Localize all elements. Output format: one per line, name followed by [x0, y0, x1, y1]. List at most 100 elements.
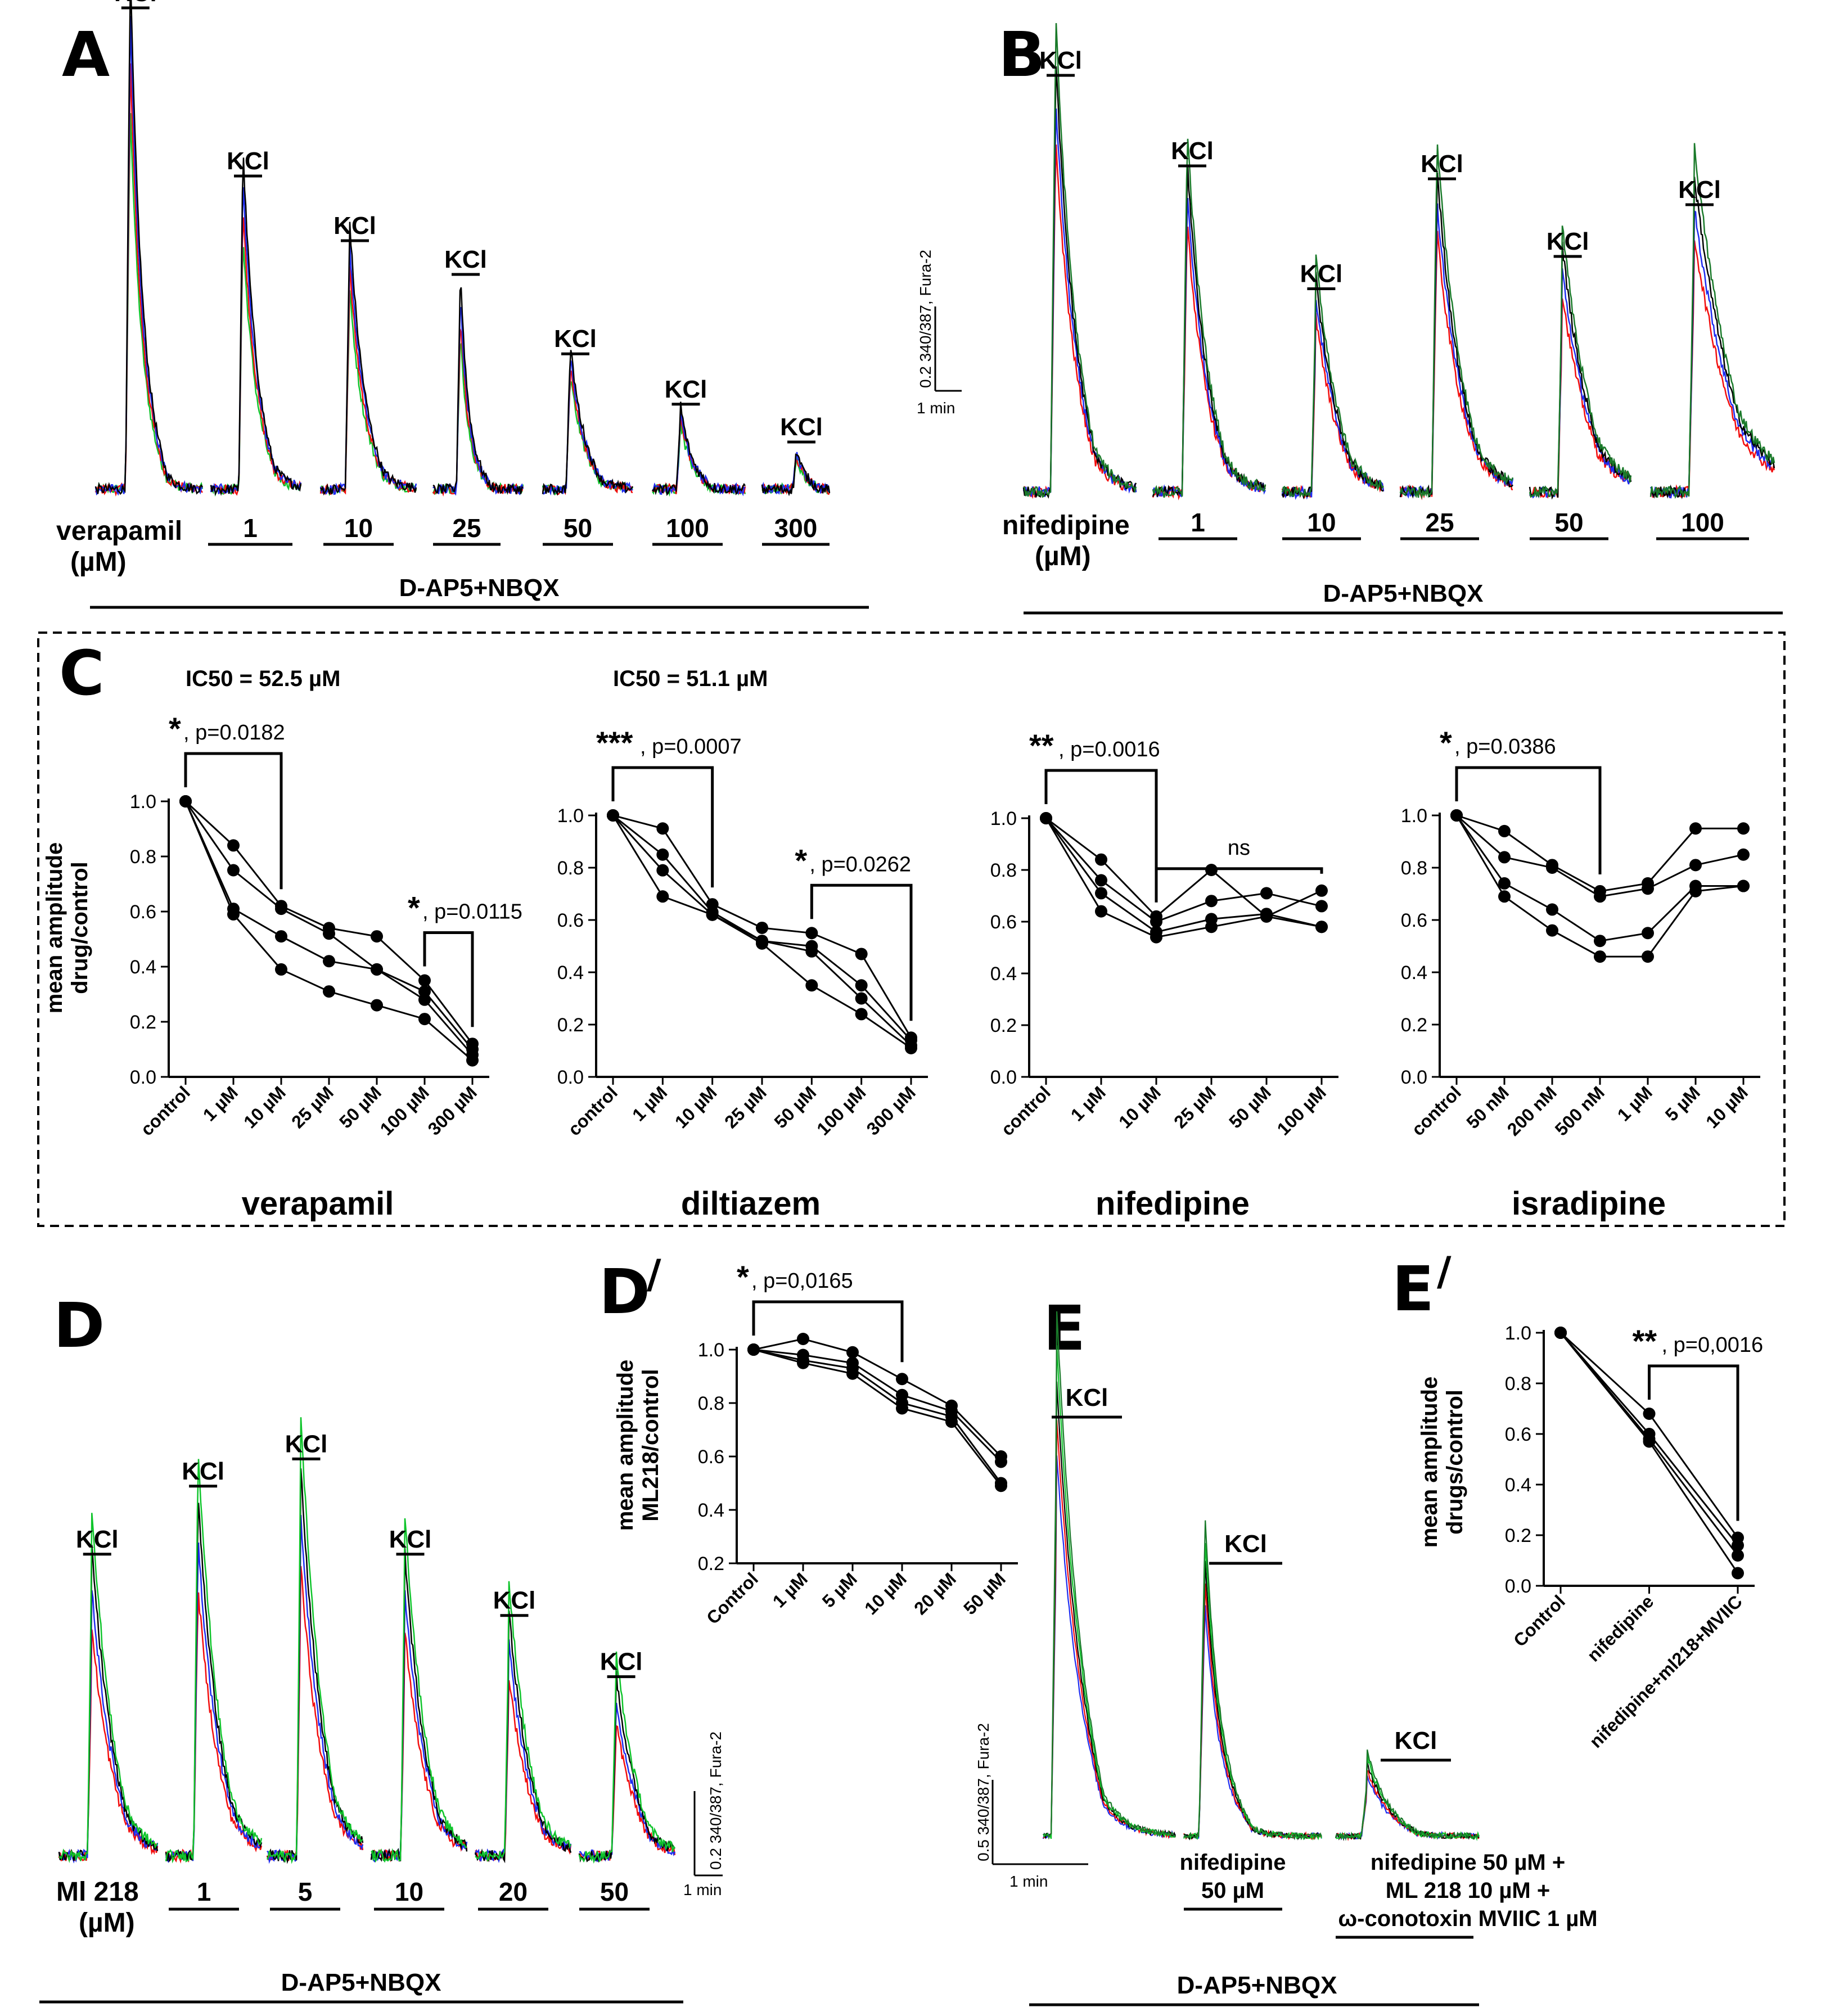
- panel-d-scale-y-label: 0.2 340/387, Fura-2: [707, 1731, 724, 1870]
- panel-a-drug-label: verapamil: [56, 516, 182, 546]
- trace-a-5-1: [651, 416, 746, 495]
- trace-d-2-2: [267, 1468, 364, 1864]
- kcl-label: KCl: [285, 1430, 328, 1458]
- kcl-label: KCl: [227, 147, 269, 175]
- significance-text: , p=0.0115: [422, 900, 522, 924]
- significance-stars: **: [1633, 1323, 1657, 1359]
- data-point: [855, 979, 868, 992]
- panel-c-letter: C: [59, 637, 105, 709]
- x-tick-label: 10 µM: [671, 1082, 721, 1132]
- data-point: [1732, 1539, 1744, 1552]
- data-point: [1315, 900, 1328, 913]
- kcl-label: KCl: [1678, 176, 1721, 204]
- data-point: [1315, 884, 1328, 897]
- conc-label-d: 20: [499, 1877, 528, 1906]
- significance-bracket: [752, 1300, 904, 1363]
- data-point: [846, 1346, 859, 1359]
- y-tick-label: 0.4: [130, 957, 156, 978]
- x-tick-label: control: [1408, 1082, 1465, 1139]
- kcl-label: KCl: [444, 246, 487, 273]
- trace-e-1-0: [1183, 1605, 1323, 1840]
- panel-e-cond3-line3: ω-conotoxin MVIIC 1 µM: [1338, 1906, 1597, 1931]
- x-tick-label: 1 µM: [769, 1568, 812, 1611]
- x-tick-label: control: [137, 1082, 194, 1139]
- trace-b-0-2: [1022, 66, 1137, 499]
- data-point: [1205, 895, 1218, 908]
- y-tick-label: 0.8: [1505, 1373, 1531, 1395]
- data-point: [1260, 910, 1273, 923]
- trace-e-0-3: [1043, 1345, 1176, 1839]
- kcl-label: KCl: [1171, 137, 1214, 165]
- y-tick-label: 0.0: [1505, 1576, 1531, 1597]
- trace-e-1-4: [1183, 1520, 1323, 1841]
- y-tick-label: 0.2: [1401, 1014, 1427, 1036]
- y-tick-label: 0.6: [1401, 910, 1427, 931]
- panel-a-traces: KCl KCl KCl KCl KCl KCl KCl 1 10 25 50 100 300: [94, 0, 831, 546]
- data-point: [896, 1373, 908, 1386]
- data-point: [275, 930, 287, 943]
- trace-b-0-0: [1024, 145, 1137, 499]
- data-point: [797, 1356, 809, 1369]
- trace-a-2-1: [319, 266, 417, 495]
- y-tick-label: 0.0: [1401, 1067, 1427, 1088]
- series-line: [1045, 818, 1322, 923]
- data-point: [1732, 1549, 1744, 1562]
- data-point: [466, 1054, 479, 1067]
- conc-label-a: 50: [564, 513, 592, 543]
- trace-d-3-0: [370, 1632, 468, 1862]
- panel-c-ylabel-1: mean amplitude: [42, 842, 67, 1014]
- chart-title: nifedipine: [1096, 1185, 1250, 1222]
- trace-d-0-3: [58, 1513, 158, 1864]
- panel-a: A KCl KCl KCl KCl KCl KCl KCl 1 10 25 50 100 300 ver…: [56, 0, 869, 609]
- kcl-label: KCl: [1421, 150, 1463, 178]
- panel-d-letter: D: [53, 1289, 105, 1361]
- kcl-label: KCl: [182, 1458, 224, 1485]
- panel-e-prime-letter: E: [1392, 1253, 1434, 1325]
- data-point: [896, 1402, 908, 1415]
- significance-stars: **: [1029, 728, 1054, 763]
- data-point: [1205, 921, 1218, 933]
- trace-b-4-2: [1529, 241, 1632, 500]
- trace-d-1-2: [165, 1503, 263, 1863]
- trace-b-2-3: [1281, 254, 1384, 498]
- kcl-label: KCl: [493, 1587, 536, 1614]
- trace-e-2-3: [1335, 1755, 1480, 1841]
- series-line: [1045, 818, 1322, 933]
- data-point: [1095, 905, 1107, 918]
- data-point: [1689, 822, 1702, 835]
- data-point: [1689, 885, 1702, 897]
- trace-d-2-1: [267, 1514, 364, 1864]
- trace-b-3-3: [1399, 144, 1514, 500]
- data-point: [275, 963, 287, 976]
- trace-b-1-0: [1152, 226, 1266, 500]
- data-point: [706, 908, 719, 921]
- y-tick-label: 0.6: [557, 910, 584, 931]
- data-point: [756, 921, 768, 934]
- kcl-label: KCl: [1395, 1727, 1437, 1755]
- y-tick-label: 0.6: [1505, 1424, 1531, 1445]
- data-point: [1450, 809, 1463, 822]
- x-tick-label: 10 µM: [240, 1082, 290, 1132]
- kcl-label: KCl: [1547, 228, 1589, 255]
- trace-a-5-0: [651, 418, 746, 497]
- trace-b-1-1: [1152, 198, 1266, 498]
- chart-title: diltiazem: [681, 1185, 821, 1222]
- trace-d-0-2: [58, 1545, 159, 1861]
- data-point: [797, 1333, 809, 1345]
- data-point: [323, 985, 335, 998]
- y-tick-label: 0.8: [557, 858, 584, 879]
- conc-label-b: 25: [1425, 508, 1454, 537]
- x-tick-label: 100 µM: [1273, 1082, 1330, 1139]
- data-point: [805, 979, 818, 992]
- trace-a-0-2: [94, 16, 203, 496]
- kcl-label: KCl: [600, 1648, 643, 1676]
- trace-a-1-2: [210, 187, 302, 494]
- trace-d-4-0: [475, 1680, 572, 1862]
- significance-text: , p=0,0016: [1662, 1333, 1764, 1357]
- x-tick-label: nifedipine: [1583, 1591, 1657, 1665]
- trace-e-1-1: [1183, 1583, 1322, 1841]
- trace-e-2-0: [1335, 1775, 1480, 1841]
- x-tick-label: 10 µM: [1115, 1082, 1165, 1132]
